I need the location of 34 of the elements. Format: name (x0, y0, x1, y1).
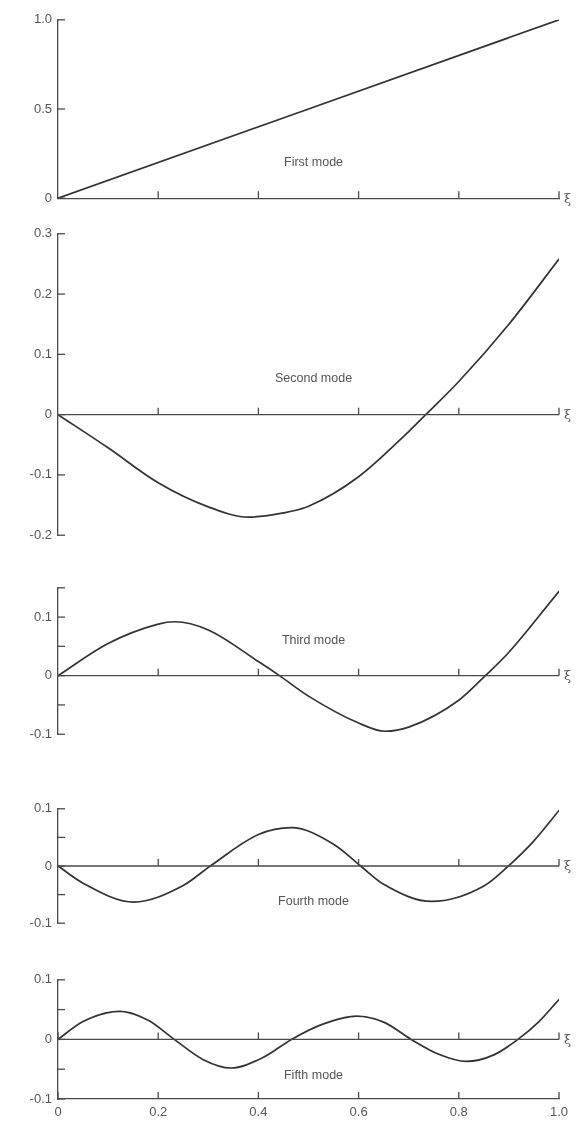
y-tick-label: 0.2 (33, 285, 52, 301)
y-tick-label: -0.1 (29, 914, 52, 930)
x-tick-label: 0.6 (349, 1104, 368, 1120)
x-axis-title: ξ (564, 407, 572, 423)
y-tick-label: 0.1 (33, 971, 52, 987)
text: First mode (283, 154, 344, 169)
y-tick-label: 1.0 (33, 11, 52, 27)
y-tick-label: 0 (44, 406, 52, 422)
x-axis-title: ξ (564, 1031, 572, 1047)
y-tick-label: -0.2 (29, 526, 52, 542)
text: Fifth mode (283, 1067, 344, 1082)
x-axis-title: ξ (564, 190, 572, 206)
y-tick-label: -0.1 (29, 466, 52, 482)
text: Fourth mode (278, 893, 349, 908)
text: Third mode (281, 632, 346, 647)
x-axis-title: ξ (564, 668, 572, 684)
x-tick-label: 0 (54, 1104, 62, 1120)
y-tick-label: 0 (44, 189, 52, 205)
y-tick-label: 0.3 (33, 225, 52, 241)
x-tick-label: 0.8 (449, 1104, 468, 1120)
text: Second mode (274, 370, 353, 385)
x-tick-label: 0.2 (149, 1104, 168, 1120)
x-tick-label: 0.4 (249, 1104, 268, 1120)
y-tick-label: 0 (44, 667, 52, 683)
y-tick-label: 0 (44, 1030, 52, 1046)
x-tick-label: 1.0 (549, 1104, 569, 1120)
y-tick-label: 0.1 (33, 800, 52, 816)
y-tick-label: 0.1 (33, 345, 52, 361)
x-axis-title: ξ (564, 858, 572, 874)
y-tick-label: -0.1 (29, 725, 52, 741)
y-tick-label: 0.5 (33, 100, 52, 116)
y-tick-label: 0 (44, 857, 52, 873)
y-tick-label: -0.1 (29, 1090, 52, 1106)
y-tick-label: 0.1 (33, 608, 52, 624)
